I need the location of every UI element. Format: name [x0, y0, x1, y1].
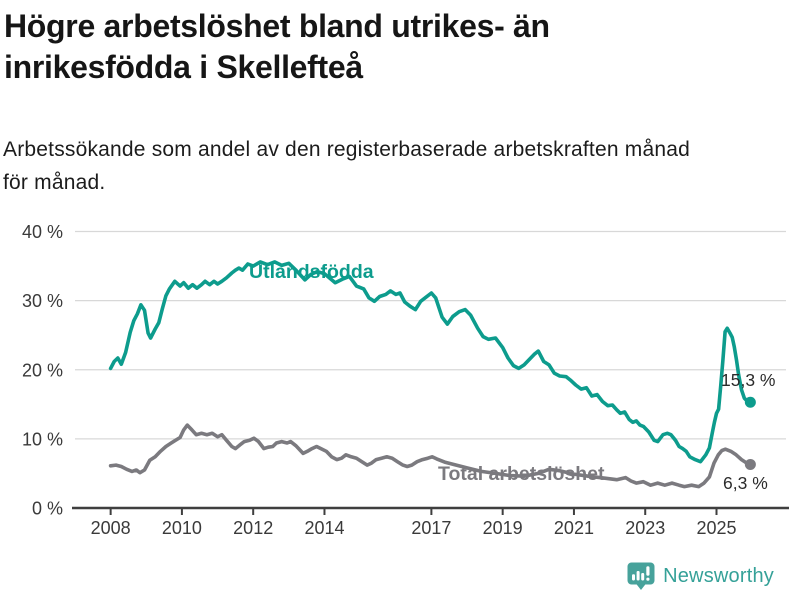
series-end-dot [744, 396, 756, 408]
page-title-line-2: inrikesfödda i Skellefteå [4, 49, 363, 85]
x-axis-tick-label: 2008 [91, 518, 131, 538]
line-chart: 0 % 10 % 20 % 30 % 40 % 2008 2010 2012 2014 2017 2… [0, 215, 800, 555]
y-axis-tick-label: 0 % [32, 499, 63, 519]
x-axis-tick-label: 2023 [625, 518, 665, 538]
x-axis-tick-label: 2017 [411, 518, 451, 538]
series-line-total [108, 423, 753, 489]
chart-subtitle-line-1: Arbetssökande som andel av den registerb… [3, 138, 690, 161]
y-axis-tick-label: 20 % [22, 360, 63, 380]
x-axis-tick-label: 2021 [554, 518, 594, 538]
y-axis-tick-label: 40 % [22, 222, 63, 242]
end-value-annotation: 6,3 % [723, 473, 768, 493]
series-inline-label: Total arbetslöshet [438, 463, 605, 485]
x-axis-tick-label: 2014 [304, 518, 344, 538]
page-title-line-1: Högre arbetslöshet bland utrikes- än [4, 8, 550, 44]
newsworthy-brand-text: Newsworthy [663, 564, 774, 587]
chart-subtitle-line-2: för månad. [3, 171, 106, 194]
page-title: Högre arbetslöshet bland utrikes- än inr… [4, 6, 550, 88]
x-axis-tick-label: 2010 [162, 518, 202, 538]
newsworthy-logo-icon [627, 562, 655, 590]
end-value-annotation: 15,3 % [721, 370, 775, 390]
chart-subtitle: Arbetssökande som andel av den registerb… [3, 133, 690, 199]
y-axis-tick-label: 30 % [22, 291, 63, 311]
y-axis-tick-label: 10 % [22, 429, 63, 449]
x-axis-tick-label: 2019 [483, 518, 523, 538]
line-chart-canvas: 0 % 10 % 20 % 30 % 40 % 2008 2010 2012 2014 2017 2… [22, 222, 789, 538]
x-axis-tick-label: 2012 [233, 518, 273, 538]
series-end-dot [744, 458, 756, 470]
x-axis-tick-label: 2025 [696, 518, 736, 538]
series-line-utlandsfodda [108, 260, 753, 464]
newsworthy-logo: Newsworthy [627, 562, 774, 590]
series-inline-label: Utlandsfödda [249, 261, 374, 283]
